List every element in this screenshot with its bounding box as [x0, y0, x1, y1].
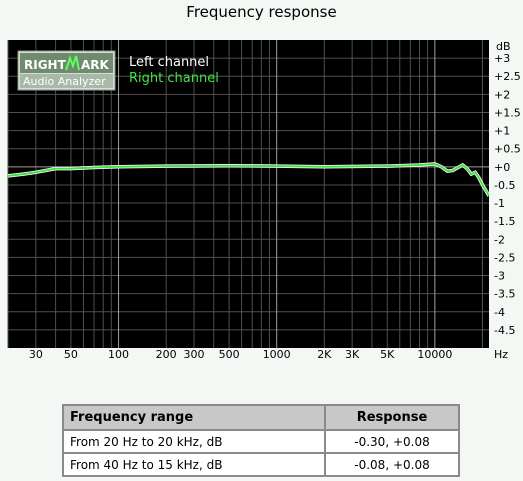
series-right-channel	[7, 162, 490, 197]
y-tick-label: -0.5	[494, 179, 515, 192]
y-tick-label: -4.5	[494, 324, 515, 337]
y-tick-label: +3	[494, 52, 510, 65]
y-unit-label: dB	[496, 40, 511, 53]
response-table: Frequency range Response From 20 Hz to 2…	[62, 404, 460, 477]
svg-text:Audio Analyzer: Audio Analyzer	[23, 75, 106, 88]
x-tick-label: 50	[64, 348, 78, 361]
y-tick-label: -3.5	[494, 288, 515, 301]
y-tick-label: +1.5	[494, 106, 521, 119]
x-unit-label: Hz	[494, 348, 508, 361]
x-tick-labels: 30 50 100 200 300 500 1000 2K 3K 5K 10000	[29, 348, 452, 361]
header-frequency-range: Frequency range	[62, 404, 326, 431]
y-tick-labels: +3 +2.5 +2 +1.5 +1 +0.5 +0 -0.5 -1 -1.5 -2 -2.5 -3 -3…	[494, 52, 521, 337]
legend-right-channel: Right channel	[129, 71, 219, 86]
y-tick-label: -1.5	[494, 215, 515, 228]
x-tick-label: 2K	[317, 348, 332, 361]
y-tick-label: -2	[494, 233, 505, 246]
y-tick-label: -1	[494, 197, 505, 210]
y-tick-label: +0.5	[494, 143, 521, 156]
x-tick-label: 200	[156, 348, 177, 361]
response-cell: -0.30, +0.08	[324, 429, 460, 454]
table-row: From 20 Hz to 20 kHz, dB -0.30, +0.08	[62, 429, 460, 454]
x-tick-label: 1000	[263, 348, 291, 361]
y-tick-label: +2	[494, 88, 510, 101]
x-tick-label: 5K	[380, 348, 395, 361]
range-cell: From 20 Hz to 20 kHz, dB	[62, 429, 326, 454]
table-row: From 40 Hz to 15 kHz, dB -0.08, +0.08	[62, 452, 460, 477]
y-tick-label: +2.5	[494, 70, 521, 83]
header-response: Response	[324, 404, 460, 431]
chart-title: Frequency response	[186, 3, 337, 21]
range-cell: From 40 Hz to 15 kHz, dB	[62, 452, 326, 477]
plot-area	[8, 40, 489, 348]
legend-left-channel: Left channel	[129, 55, 209, 70]
y-tick-label: -3	[494, 270, 505, 283]
x-tick-label: 10000	[417, 348, 452, 361]
svg-text:ARK: ARK	[81, 58, 110, 72]
x-tick-label: 100	[108, 348, 129, 361]
svg-text:RIGHT: RIGHT	[24, 58, 67, 72]
x-tick-label: 300	[184, 348, 205, 361]
y-tick-label: -2.5	[494, 251, 515, 264]
y-tick-label: -4	[494, 306, 505, 319]
series-layer	[7, 162, 491, 197]
x-tick-label: 3K	[345, 348, 360, 361]
frequency-response-chart: 30 50 100 200 300 500 1000 2K 3K 5K 10000 +3 +2.5 +2…	[7, 40, 521, 361]
x-tick-label: 500	[219, 348, 240, 361]
response-cell: -0.08, +0.08	[324, 452, 460, 477]
x-tick-label: 30	[29, 348, 43, 361]
rightmark-logo: RIGHT ARK Audio Analyzer	[17, 50, 116, 91]
y-tick-label: +1	[494, 125, 510, 138]
y-tick-label: +0	[494, 161, 510, 174]
